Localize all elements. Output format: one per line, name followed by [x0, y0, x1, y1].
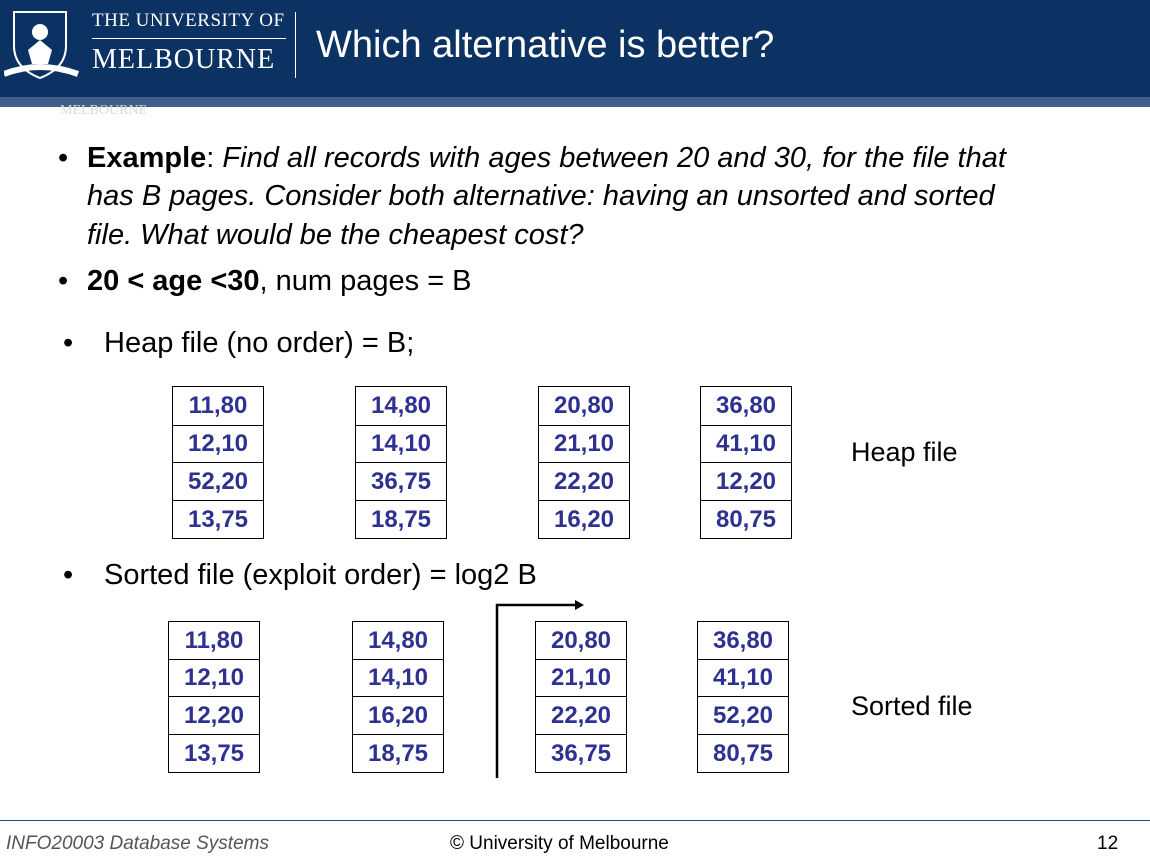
record-cell: 41,10 — [700, 425, 792, 463]
record-cell: 11,80 — [168, 621, 260, 660]
italic-text: has B pages. Consider both alternative: … — [87, 180, 995, 212]
record-cell: 18,75 — [355, 500, 447, 539]
record-cell: 41,10 — [697, 659, 789, 697]
record-cell: 20,80 — [538, 386, 630, 426]
record-cell: 12,20 — [700, 462, 792, 501]
text: , num pages = B — [259, 265, 472, 297]
file-label: Heap file — [851, 437, 958, 467]
bullet-text: Sorted file (exploit order) = log2 B — [104, 559, 537, 591]
bullet: • — [58, 142, 69, 174]
record-cell: 18,75 — [352, 734, 444, 773]
footer-course: INFO20003 Database Systems — [6, 833, 269, 854]
record-cell: 36,80 — [700, 386, 792, 426]
record-cell: 21,10 — [538, 425, 630, 463]
page-number: 12 — [1097, 833, 1119, 854]
record-cell: 21,10 — [535, 659, 627, 697]
record-cell: 20,80 — [535, 621, 627, 660]
record-cell: 13,75 — [168, 734, 260, 773]
bullet: • — [63, 559, 74, 591]
bullet: • — [63, 327, 74, 359]
slide-title: Which alternative is better? — [316, 24, 775, 66]
record-cell: 16,20 — [538, 500, 630, 539]
logo-text: THE UNIVERSITY OF — [92, 10, 285, 31]
record-cell: 14,80 — [355, 386, 447, 426]
record-cell: 52,20 — [172, 462, 264, 501]
record-cell: 14,10 — [352, 659, 444, 697]
record-cell: 80,75 — [700, 500, 792, 539]
footer-rule — [0, 820, 1150, 821]
record-cell: 12,10 — [172, 425, 264, 463]
record-cell: 14,10 — [355, 425, 447, 463]
italic-text: file. What would be the cheapest cost? — [87, 219, 584, 251]
bold-text: 20 < age <30 — [87, 265, 260, 297]
record-cell: 12,10 — [168, 659, 260, 697]
text: : — [206, 142, 215, 174]
record-cell: 36,80 — [697, 621, 789, 660]
bullet-text: Heap file (no order) = B; — [104, 327, 415, 359]
bullet-text: 20 < age <30, num pages = B — [87, 265, 472, 298]
record-cell: 36,75 — [535, 734, 627, 773]
watermark: MELBOURNE — [60, 103, 148, 118]
record-cell: 16,20 — [352, 696, 444, 735]
record-cell: 36,75 — [355, 462, 447, 501]
logo-divider — [295, 12, 296, 78]
scan-arrow — [495, 600, 584, 778]
bullet-text: Example: Find all records with ages betw… — [87, 142, 1006, 175]
bullet: • — [58, 265, 69, 297]
header-bar — [0, 0, 1150, 97]
record-cell: 14,80 — [352, 621, 444, 660]
record-cell: 22,20 — [535, 696, 627, 735]
record-cell: 52,20 — [697, 696, 789, 735]
italic-text: Find all records with ages between 20 an… — [222, 142, 1006, 174]
record-cell: 13,75 — [172, 500, 264, 539]
file-label: Sorted file — [851, 691, 973, 721]
logo-rule — [92, 38, 286, 39]
record-cell: 22,20 — [538, 462, 630, 501]
record-cell: 80,75 — [697, 734, 789, 773]
header-stripe — [0, 97, 1150, 107]
logo-text: MELBOURNE — [92, 44, 276, 75]
logo-crest — [4, 11, 80, 80]
record-cell: 11,80 — [172, 386, 264, 426]
bold-text: Example — [87, 142, 207, 174]
footer-copyright: © University of Melbourne — [450, 833, 669, 854]
record-cell: 12,20 — [168, 696, 260, 735]
